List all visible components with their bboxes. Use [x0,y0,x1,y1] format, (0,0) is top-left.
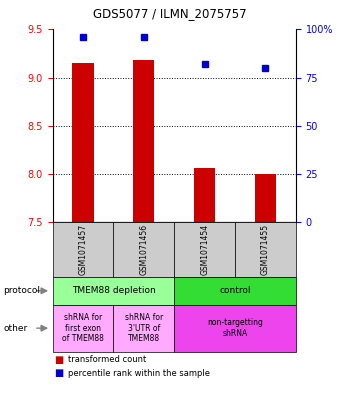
Text: non-targetting
shRNA: non-targetting shRNA [207,318,263,338]
Text: transformed count: transformed count [68,355,146,364]
Bar [133,60,154,222]
Text: control: control [219,286,251,295]
Text: GSM1071457: GSM1071457 [79,224,88,275]
Text: ■: ■ [54,354,64,365]
Text: GSM1071455: GSM1071455 [261,224,270,275]
Bar [194,168,215,222]
Text: shRNA for
3'UTR of
TMEM88: shRNA for 3'UTR of TMEM88 [125,313,163,343]
Text: shRNA for
first exon
of TMEM88: shRNA for first exon of TMEM88 [62,313,104,343]
Bar [255,174,276,222]
Text: GSM1071456: GSM1071456 [139,224,148,275]
Text: other: other [3,324,28,332]
Text: percentile rank within the sample: percentile rank within the sample [68,369,210,378]
Text: protocol: protocol [3,286,40,295]
Text: GSM1071454: GSM1071454 [200,224,209,275]
Text: GDS5077 / ILMN_2075757: GDS5077 / ILMN_2075757 [93,7,247,20]
Text: ■: ■ [54,368,64,378]
Bar [72,63,94,222]
Text: TMEM88 depletion: TMEM88 depletion [72,286,155,295]
